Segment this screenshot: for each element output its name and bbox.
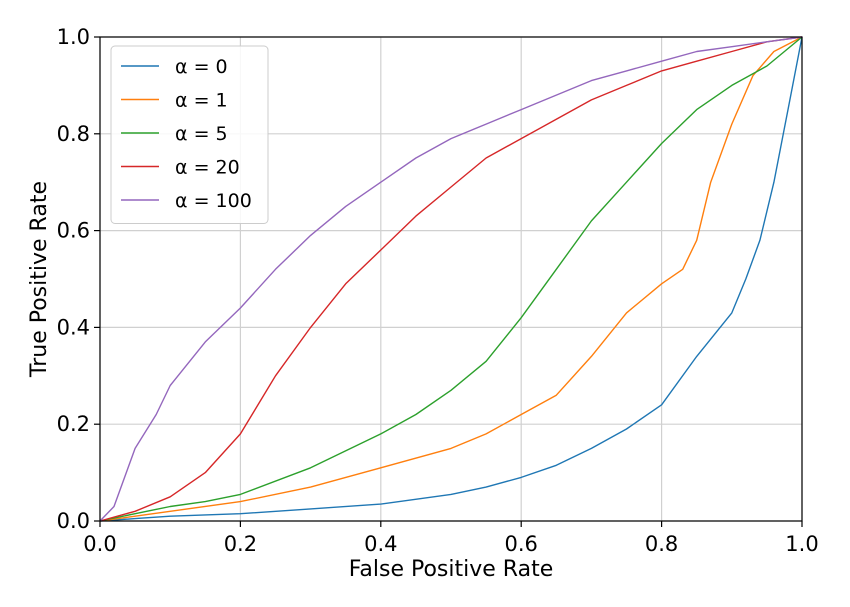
series-line-3	[99, 36, 803, 522]
y-tick-label: 0.2	[57, 412, 90, 436]
x-axis-label: False Positive Rate	[349, 557, 553, 582]
series-lines	[99, 36, 803, 522]
legend-entry-label: α = 20	[175, 157, 240, 179]
legend-entry-label: α = 100	[175, 190, 252, 212]
series-line-4	[99, 36, 803, 522]
plot-frame	[99, 36, 803, 522]
series-line-2	[99, 36, 803, 522]
y-tick-label: 0.0	[57, 509, 90, 533]
y-tick-label: 0.8	[57, 122, 90, 146]
y-tick-label: 0.4	[57, 315, 90, 339]
legend: α = 0 α = 1 α = 5 α = 20 α = 100	[110, 45, 269, 224]
x-tick-label: 0.2	[224, 532, 257, 556]
x-tick-label: 0.6	[504, 532, 537, 556]
x-tick-label: 0.8	[645, 532, 678, 556]
legend-box	[110, 45, 269, 224]
legend-entry-label: α = 5	[175, 123, 228, 145]
y-tick-label: 1.0	[57, 25, 90, 49]
y-axis-label: True Positive Rate	[27, 181, 52, 378]
axis-ticks: 0.0 0.2 0.4 0.6 0.8 1.0 0.0 0.2 0.4 0.6 0.8 1.0	[57, 25, 819, 556]
x-tick-label: 0.0	[83, 532, 116, 556]
x-tick-label: 1.0	[785, 532, 818, 556]
x-tick-label: 0.4	[364, 532, 397, 556]
legend-entry-label: α = 0	[175, 56, 228, 78]
y-tick-label: 0.6	[57, 219, 90, 243]
legend-entry-label: α = 1	[175, 90, 228, 112]
series-line-0	[99, 36, 803, 522]
series-line-1	[99, 36, 803, 522]
